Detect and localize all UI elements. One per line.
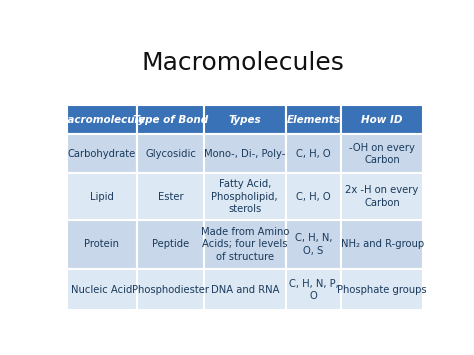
Text: Macromolecules: Macromolecules: [141, 51, 345, 75]
Bar: [204, 173, 286, 220]
Text: Mono-, Di-, Poly-: Mono-, Di-, Poly-: [204, 149, 285, 159]
Bar: [204, 105, 286, 135]
Bar: [204, 135, 286, 173]
Text: -OH on every
Carbon: -OH on every Carbon: [349, 143, 415, 165]
Text: 2x -H on every
Carbon: 2x -H on every Carbon: [346, 185, 419, 208]
Bar: [66, 220, 137, 269]
Bar: [286, 269, 341, 311]
Bar: [137, 173, 204, 220]
Text: C, H, O: C, H, O: [296, 192, 331, 202]
Bar: [286, 220, 341, 269]
Bar: [66, 269, 137, 311]
Text: Carbohydrate: Carbohydrate: [68, 149, 136, 159]
Text: Made from Amino
Acids; four levels
of structure: Made from Amino Acids; four levels of st…: [201, 227, 289, 262]
Text: Lipid: Lipid: [90, 192, 114, 202]
Bar: [66, 105, 137, 135]
Bar: [286, 135, 341, 173]
Text: Types: Types: [228, 115, 261, 125]
Bar: [204, 269, 286, 311]
Text: Peptide: Peptide: [152, 240, 189, 250]
Text: Phosphate groups: Phosphate groups: [337, 285, 427, 295]
Bar: [286, 173, 341, 220]
Text: Ester: Ester: [158, 192, 183, 202]
Text: C, H, O: C, H, O: [296, 149, 331, 159]
Text: How ID: How ID: [361, 115, 403, 125]
Text: DNA and RNA: DNA and RNA: [210, 285, 279, 295]
Text: NH₂ and R-group: NH₂ and R-group: [340, 240, 424, 250]
Bar: [286, 105, 341, 135]
Bar: [137, 269, 204, 311]
Text: Elements: Elements: [286, 115, 340, 125]
Bar: [66, 173, 137, 220]
Bar: [137, 105, 204, 135]
Bar: [341, 220, 423, 269]
Bar: [341, 105, 423, 135]
Text: Phosphodiester: Phosphodiester: [132, 285, 209, 295]
Text: Nucleic Acid: Nucleic Acid: [71, 285, 133, 295]
Text: Type of Bond: Type of Bond: [133, 115, 208, 125]
Bar: [341, 269, 423, 311]
Bar: [341, 135, 423, 173]
Text: Fatty Acid,
Phospholipid,
sterols: Fatty Acid, Phospholipid, sterols: [211, 179, 278, 214]
Bar: [66, 135, 137, 173]
Text: Glycosidic: Glycosidic: [145, 149, 196, 159]
Text: Macromolecule: Macromolecule: [58, 115, 146, 125]
Text: C, H, N,
O, S: C, H, N, O, S: [295, 233, 332, 256]
Bar: [341, 173, 423, 220]
Bar: [137, 220, 204, 269]
Text: C, H, N, P,
O: C, H, N, P, O: [289, 279, 338, 301]
Bar: [204, 220, 286, 269]
Text: Protein: Protein: [84, 240, 119, 250]
Bar: [137, 135, 204, 173]
